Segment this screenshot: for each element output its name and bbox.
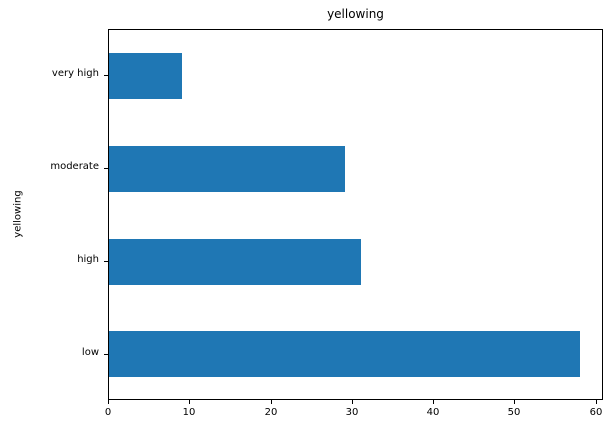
x-tick-mark <box>596 400 597 404</box>
x-tick-label: 10 <box>182 407 196 418</box>
x-tick-mark <box>271 400 272 404</box>
x-tick-label: 20 <box>264 407 278 418</box>
plot-area <box>108 29 603 400</box>
y-tick-mark <box>104 261 108 262</box>
x-tick-label: 0 <box>104 407 112 418</box>
y-tick-label: very high <box>51 68 99 79</box>
y-tick-label: moderate <box>50 161 99 172</box>
y-tick-mark <box>104 354 108 355</box>
bar-moderate <box>109 146 345 192</box>
x-tick-mark <box>352 400 353 404</box>
y-tick-mark <box>104 168 108 169</box>
x-tick-label: 60 <box>589 407 603 418</box>
x-tick-label: 40 <box>426 407 440 418</box>
x-tick-mark <box>514 400 515 404</box>
bar-high <box>109 239 361 285</box>
y-tick-mark <box>104 75 108 76</box>
x-tick-label: 30 <box>345 407 359 418</box>
bar-low <box>109 331 580 377</box>
y-axis-label: yellowing <box>12 190 24 238</box>
x-tick-label: 50 <box>507 407 521 418</box>
x-tick-mark <box>108 400 109 404</box>
bar-very-high <box>109 53 182 99</box>
x-tick-mark <box>189 400 190 404</box>
chart-title: yellowing <box>327 7 384 21</box>
x-tick-mark <box>433 400 434 404</box>
y-tick-label: low <box>81 347 99 358</box>
y-tick-label: high <box>77 254 99 265</box>
